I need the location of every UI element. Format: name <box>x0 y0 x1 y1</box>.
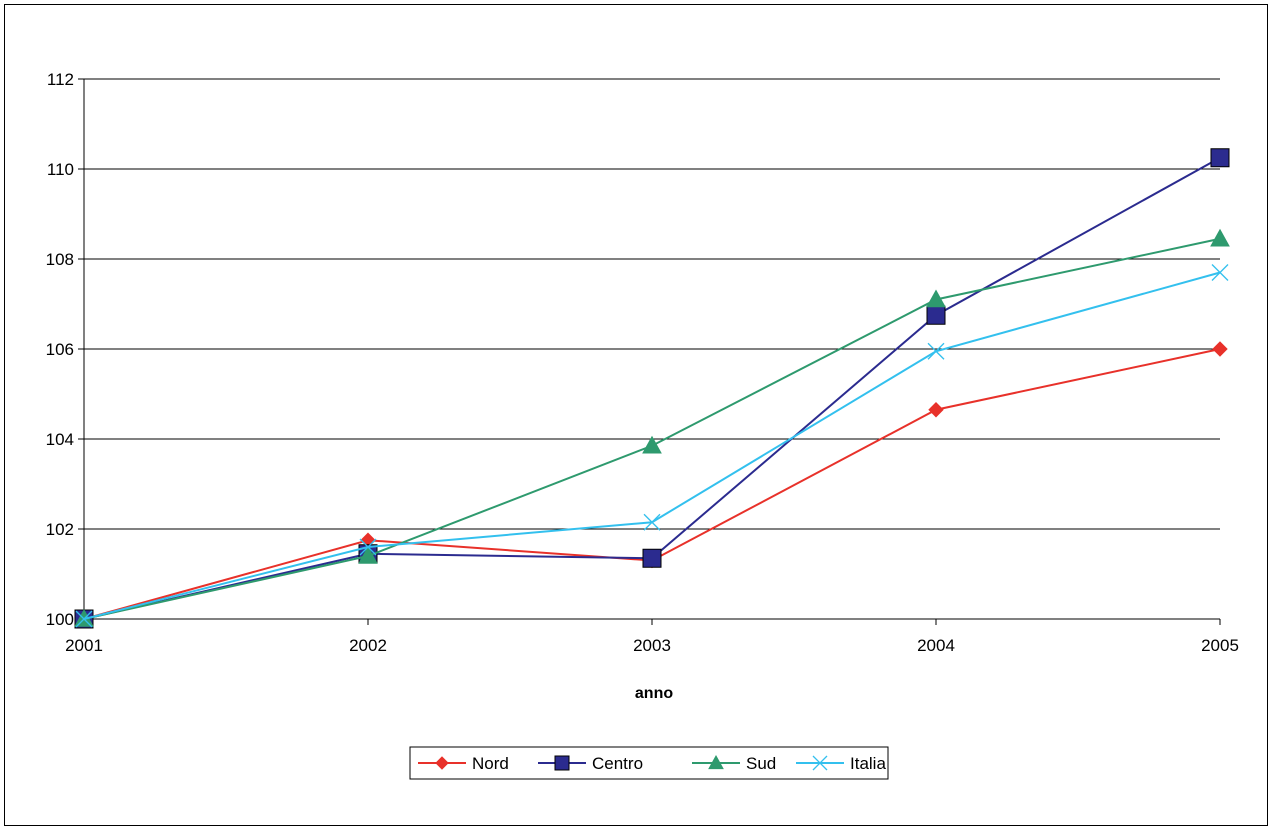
y-tick-label: 112 <box>47 70 74 89</box>
series-line-nord <box>83 348 1221 620</box>
series-layer <box>74 148 1230 629</box>
x-axis-label: anno <box>635 685 673 702</box>
legend-label-nord: Nord <box>472 754 509 773</box>
x-tick-label: 2005 <box>1201 636 1239 655</box>
y-tick-label: 108 <box>46 250 74 269</box>
legend-item-centro: Centro <box>538 754 643 773</box>
legend-item-sud: Sud <box>692 754 776 773</box>
gridlines <box>84 78 1220 530</box>
legend-marker-sud <box>708 754 724 770</box>
series-centro <box>74 148 1230 629</box>
x-tick-label: 2002 <box>349 636 387 655</box>
data-point-sud-2005 <box>1210 228 1230 247</box>
data-point-italia-2003 <box>643 513 661 531</box>
y-tick-label: 104 <box>46 430 74 449</box>
series-nord <box>76 341 1228 627</box>
data-point-italia-2001 <box>75 610 93 628</box>
legend-label-centro: Centro <box>592 754 643 773</box>
legend-label-italia: Italia <box>850 754 886 773</box>
legend-marker-nord <box>435 756 449 770</box>
y-tick-label: 102 <box>46 520 74 539</box>
legend-item-nord: Nord <box>418 754 509 773</box>
data-point-italia-2005 <box>1211 264 1229 281</box>
chart-frame: 100 102 104 106 108 110 112 2001 2002 2003 2004 20… <box>4 4 1268 826</box>
y-axis-ticks: 100 102 104 106 108 110 112 <box>46 70 84 629</box>
data-point-nord-2005 <box>1212 341 1228 357</box>
legend-marker-centro <box>554 755 570 771</box>
y-tick-label: 110 <box>47 160 74 179</box>
axes <box>83 79 1220 620</box>
data-point-sud-2004 <box>926 289 946 308</box>
legend-marker-italia <box>812 755 828 771</box>
x-tick-label: 2003 <box>633 636 671 655</box>
legend-item-italia: Italia <box>796 754 886 773</box>
legend-label-sud: Sud <box>746 754 776 773</box>
data-point-sud-2003 <box>642 435 662 454</box>
data-point-centro-2004 <box>926 305 946 325</box>
y-tick-label: 106 <box>46 340 74 359</box>
data-point-sud-2002 <box>358 545 378 564</box>
data-point-centro-2003 <box>642 548 662 568</box>
x-axis-ticks: 2001 2002 2003 2004 2005 <box>65 619 1239 655</box>
series-italia <box>75 264 1229 628</box>
x-tick-label: 2004 <box>917 636 955 655</box>
data-point-italia-2002 <box>359 538 377 556</box>
data-point-centro-2005 <box>1210 148 1230 168</box>
series-sud <box>74 228 1230 627</box>
x-tick-label: 2001 <box>65 636 103 655</box>
data-point-nord-2004 <box>928 402 944 418</box>
data-point-italia-2004 <box>927 342 945 360</box>
legend: Nord Centro Sud Italia <box>409 746 889 780</box>
y-tick-label: 100 <box>46 610 74 629</box>
